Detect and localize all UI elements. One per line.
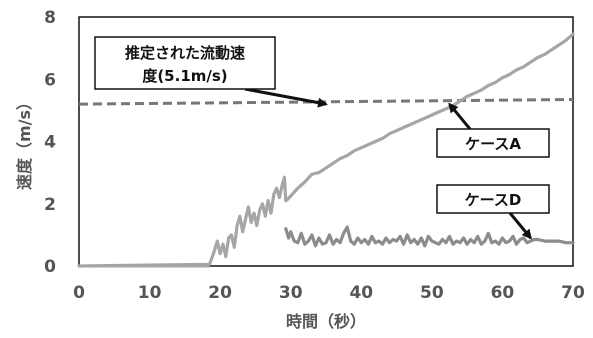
plot-frame: [78, 16, 574, 267]
y-tick-label: 6: [44, 70, 56, 90]
annotation-box: [436, 128, 550, 158]
x-tick-label: 50: [420, 283, 444, 303]
series-line-case-a: [77, 32, 575, 268]
annotation-text: ケースD: [465, 191, 522, 209]
annotation-box: [94, 36, 276, 90]
x-tick-label: 60: [491, 283, 515, 303]
annotation-box: [436, 184, 550, 214]
plot-area-border: [78, 16, 574, 267]
annotation-text: 推定された流動速: [125, 44, 245, 62]
y-axis-title: 速度（m/s）: [15, 94, 34, 190]
x-tick-label: 20: [208, 283, 232, 303]
annotation-case-d: ケースD: [436, 184, 550, 240]
annotation-arrow: [508, 212, 532, 240]
reference-line-group: [78, 97, 574, 106]
y-tick-label: 8: [44, 8, 56, 28]
y-axis-ticks: 0 2 4 6 8: [44, 8, 56, 277]
annotation-arrow: [448, 102, 472, 130]
x-tick-label: 70: [561, 283, 585, 303]
x-tick-label: 0: [73, 283, 85, 303]
x-tick-label: 40: [349, 283, 373, 303]
annotation-case-a: ケースA: [436, 102, 550, 158]
x-tick-label: 10: [138, 283, 162, 303]
annotation-text: 度(5.1m/s): [142, 67, 227, 85]
x-axis-title: 時間（秒）: [286, 312, 366, 331]
estimated-flow-velocity-line: [78, 97, 574, 106]
series-group: [77, 32, 575, 268]
x-tick-label: 30: [279, 283, 303, 303]
x-axis-ticks: 0 10 20 30 40 50 60 70: [73, 283, 585, 303]
y-tick-label: 0: [44, 257, 56, 277]
y-tick-label: 4: [44, 133, 56, 153]
y-tick-label: 2: [44, 195, 56, 215]
annotation-text: ケースA: [465, 135, 521, 153]
annotation-arrow: [244, 87, 328, 108]
series-line-case-d: [284, 225, 575, 248]
